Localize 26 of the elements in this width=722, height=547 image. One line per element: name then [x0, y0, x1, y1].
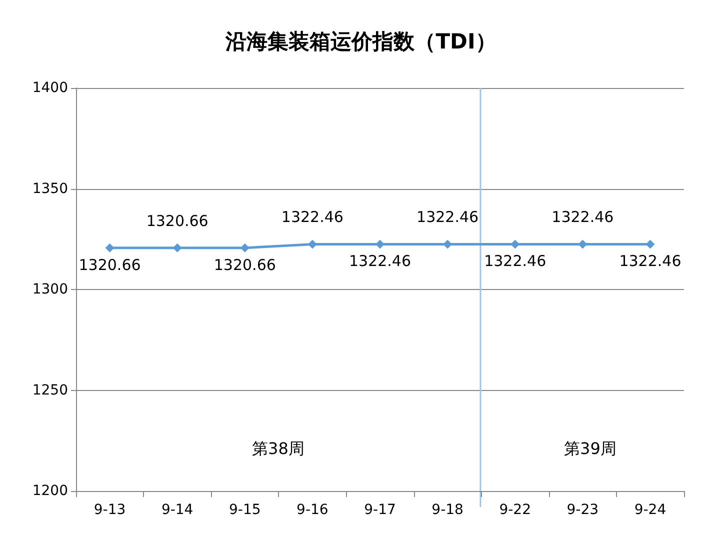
x-tick-label: 9-17	[364, 502, 396, 518]
x-tick-label: 9-23	[566, 502, 599, 518]
data-label: 1320.66	[214, 256, 276, 274]
x-tick-label: 9-24	[634, 502, 666, 518]
data-label: 1322.46	[484, 252, 546, 270]
x-tick-label: 9-16	[296, 502, 328, 518]
x-tick-label: 9-18	[432, 502, 464, 518]
annotation: 第38周	[252, 438, 304, 458]
data-label: 1322.46	[281, 208, 344, 226]
x-tick-label: 9-14	[161, 502, 194, 518]
x-tick-label: 9-13	[94, 502, 126, 518]
data-label: 1322.46	[348, 252, 412, 270]
y-tick-label: 1200	[32, 483, 68, 499]
data-label: 1322.46	[416, 208, 479, 226]
x-tick-label: 9-15	[229, 502, 261, 518]
x-tick-label: 9-22	[499, 502, 531, 518]
y-tick-label: 1250	[32, 382, 68, 398]
data-label: 1322.46	[619, 252, 682, 270]
annotation: 第39周	[564, 438, 616, 458]
y-tick-label: 1400	[32, 80, 68, 96]
y-tick-label: 1350	[32, 180, 68, 197]
data-label: 1322.46	[552, 208, 614, 226]
data-label: 1320.66	[146, 212, 208, 230]
y-tick-label: 1300	[32, 282, 68, 298]
chart-title: 沿海集装箱运价指数（TDI）	[224, 30, 496, 54]
data-label: 1320.66	[78, 256, 141, 274]
